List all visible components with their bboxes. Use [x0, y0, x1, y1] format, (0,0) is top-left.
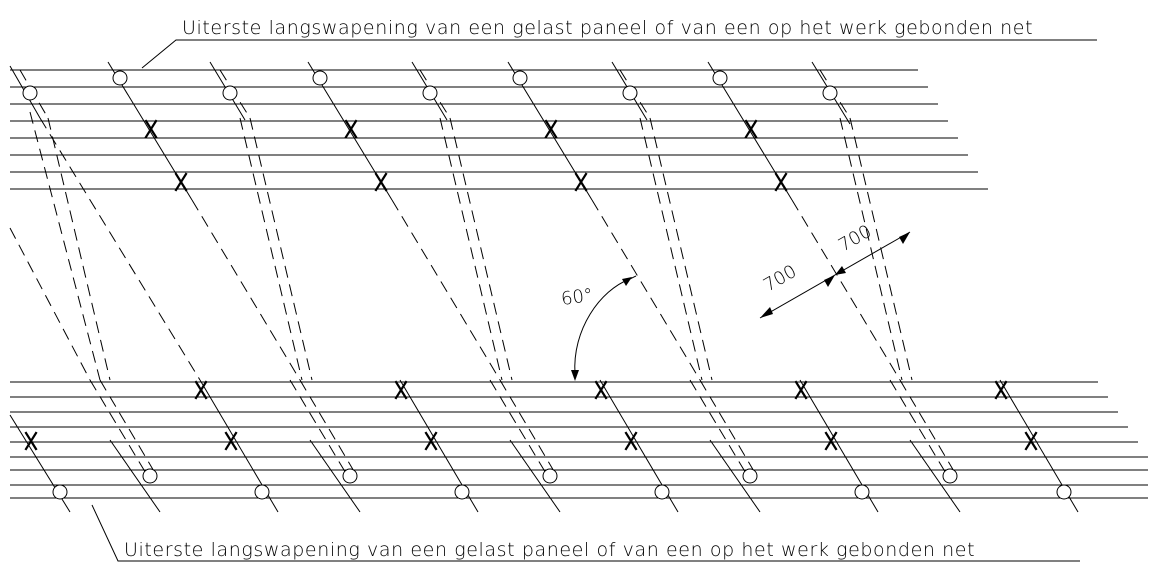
bottom-callout: Uiterste langswapening van een gelast pa…: [91, 504, 1080, 562]
diagonal-bar-dashed: [839, 117, 903, 381]
bar-end-circle: [742, 468, 758, 484]
diagonal-bar-dashed: [499, 379, 559, 479]
bar-end-circle: [512, 70, 528, 86]
bar-end-circle: [342, 468, 358, 484]
bar-end-circle: [112, 70, 128, 86]
diagonal-bar-dashed: [289, 379, 351, 481]
dimension-arrow: [835, 266, 846, 275]
spacing-label-1: 700: [760, 261, 800, 296]
diagonal-bar-dashed: [889, 379, 951, 481]
spacing-label-2: 700: [835, 221, 875, 256]
top-bar-ends: [22, 70, 838, 101]
top-crossings: [144, 119, 788, 192]
diagonal-bar-dashed: [699, 379, 759, 479]
top-callout: Uiterste langswapening van een gelast pa…: [141, 17, 1097, 69]
diagonal-bar-solid: [909, 439, 961, 513]
diagonal-bar-dashed: [591, 199, 701, 381]
bar-end-circle: [312, 70, 328, 86]
diagonal-bar-dashed: [249, 117, 313, 381]
angle-annotation: 60°: [560, 275, 637, 381]
top-leader-line: [141, 39, 1097, 69]
diagonal-bar-dashed: [899, 379, 959, 479]
bar-end-circle: [622, 85, 638, 101]
angle-arc: [574, 278, 631, 375]
bar-end-circle: [854, 484, 870, 500]
bar-cross-mark: [994, 380, 1008, 400]
diagonal-bar-dashed: [689, 379, 751, 481]
bar-end-circle: [142, 468, 158, 484]
bar-end-circle: [22, 85, 38, 101]
diagonal-bar-dashed: [99, 379, 159, 479]
bar-cross-mark: [744, 119, 758, 139]
bar-end-circle: [654, 484, 670, 500]
bar-cross-mark: [144, 119, 158, 139]
bar-cross-mark: [574, 172, 588, 192]
diagonal-bar-dashed: [299, 379, 359, 479]
dimension-arrow: [899, 232, 910, 244]
diagonal-bar-dashed: [649, 117, 713, 381]
diagonal-bar-dashed: [39, 117, 201, 381]
bar-end-circle: [942, 468, 958, 484]
bar-end-circle: [222, 85, 238, 101]
diagonal-bar-dashed: [391, 199, 501, 381]
spacing-dimension: 700 700: [759, 221, 911, 319]
dimension-arrow: [760, 307, 773, 318]
bar-cross-mark: [544, 119, 558, 139]
bar-cross-mark: [374, 172, 388, 192]
diagonal-bar-solid: [509, 439, 561, 513]
bottom-label: Uiterste langswapening van een gelast pa…: [124, 539, 975, 561]
diagonal-bar-dashed: [239, 117, 303, 381]
angle-arrow: [571, 370, 579, 381]
bar-cross-mark: [794, 380, 808, 400]
bottom-crossings: [24, 380, 1038, 451]
angle-arrow: [622, 277, 632, 286]
bar-cross-mark: [594, 380, 608, 400]
bar-end-circle: [254, 484, 270, 500]
bar-cross-mark: [1024, 431, 1038, 451]
diagonal-bar-dashed: [791, 199, 901, 381]
bar-end-circle: [822, 85, 838, 101]
diagonal-bar-dashed: [29, 111, 101, 381]
diagonal-bars: [9, 61, 1079, 513]
bar-cross-mark: [424, 431, 438, 451]
bottom-longitudinal-bars: [10, 381, 1148, 499]
diagonal-bar-dashed: [9, 227, 91, 381]
bottom-leader-line: [91, 504, 1080, 562]
diagonal-bar-dashed: [89, 379, 151, 481]
diagonal-bar-dashed: [439, 117, 503, 381]
bar-end-circle: [712, 70, 728, 86]
bar-cross-mark: [224, 431, 238, 451]
diagonal-bar-solid: [109, 439, 161, 513]
bottom-bar-ends: [52, 468, 1072, 500]
bar-cross-mark: [394, 380, 408, 400]
diagonal-bar-dashed: [449, 117, 513, 381]
bar-cross-mark: [824, 431, 838, 451]
diagonal-bar-dashed: [47, 117, 111, 381]
bar-cross-mark: [174, 172, 188, 192]
diagonal-bar-solid: [709, 439, 761, 513]
bar-cross-mark: [24, 431, 38, 451]
bar-end-circle: [1056, 484, 1072, 500]
diagonal-bar-solid: [309, 439, 361, 513]
dimension-arrow: [824, 275, 835, 287]
diagonal-bar-dashed: [639, 117, 703, 381]
bar-cross-mark: [194, 380, 208, 400]
bar-end-circle: [454, 484, 470, 500]
top-longitudinal-bars: [10, 69, 988, 190]
bar-end-circle: [52, 484, 68, 500]
bar-cross-mark: [774, 172, 788, 192]
diagonal-bar-dashed: [191, 199, 301, 381]
bar-end-circle: [422, 85, 438, 101]
bar-end-circle: [542, 468, 558, 484]
bar-cross-mark: [344, 119, 358, 139]
bar-cross-mark: [624, 431, 638, 451]
diagonal-bar-dashed: [489, 379, 551, 481]
top-label: Uiterste langswapening van een gelast pa…: [182, 17, 1033, 39]
angle-label: 60°: [560, 285, 595, 310]
